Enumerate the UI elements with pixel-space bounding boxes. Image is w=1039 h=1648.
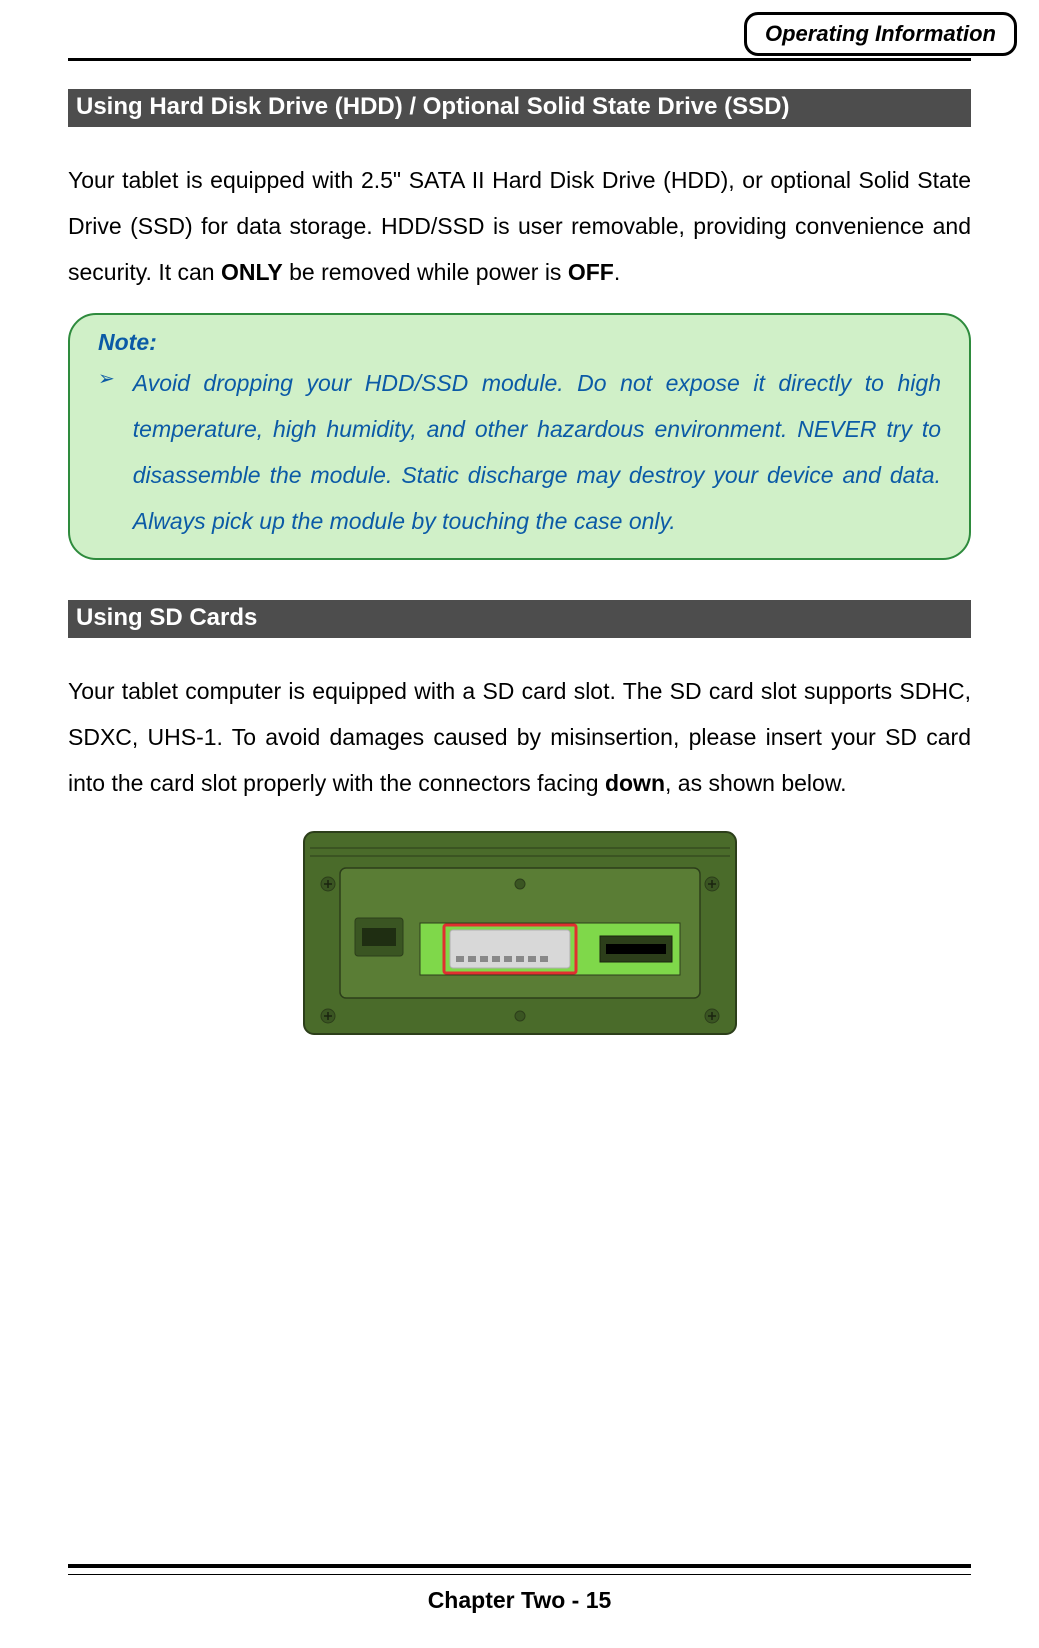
hdd-off: OFF [568, 259, 614, 285]
sd-text-post: , as shown below. [665, 770, 847, 796]
footer-text: Chapter Two - 15 [0, 1587, 1039, 1614]
footer-rule-thin [68, 1574, 971, 1575]
note-text: Avoid dropping your HDD/SSD module. Do n… [133, 360, 941, 544]
sd-illustration [68, 828, 971, 1043]
header-rule [68, 58, 971, 61]
sd-down: down [605, 770, 665, 796]
hdd-text-post: . [614, 259, 620, 285]
hdd-only: ONLY [221, 259, 283, 285]
section-heading-sd: Using SD Cards [68, 600, 971, 638]
note-title: Note: [98, 329, 941, 356]
device-diagram-icon [300, 828, 740, 1038]
note-bullet-icon: ➢ [98, 366, 115, 391]
hdd-text-mid: be removed while power is [283, 259, 568, 285]
hdd-paragraph: Your tablet is equipped with 2.5" SATA I… [68, 157, 971, 295]
header-tab: Operating Information [744, 12, 1017, 56]
sd-paragraph: Your tablet computer is equipped with a … [68, 668, 971, 806]
note-box: Note: ➢ Avoid dropping your HDD/SSD modu… [68, 313, 971, 560]
section-heading-hdd: Using Hard Disk Drive (HDD) / Optional S… [68, 89, 971, 127]
note-body: ➢ Avoid dropping your HDD/SSD module. Do… [98, 360, 941, 544]
footer-rule-thick [68, 1564, 971, 1568]
